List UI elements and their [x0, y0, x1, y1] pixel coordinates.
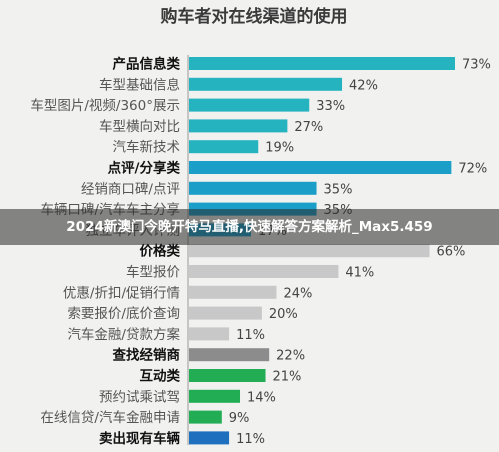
value-label: 41% [345, 266, 374, 281]
value-label: 9% [229, 411, 250, 426]
value-label: 27% [294, 120, 323, 135]
category-label: 索要报价/底价查询 [67, 306, 180, 322]
bar-row-0 [189, 57, 455, 70]
value-label: 24% [283, 286, 312, 301]
category-label: 经销商口碑/点评 [81, 181, 180, 197]
value-label: 73% [462, 58, 491, 73]
value-label: 21% [273, 370, 302, 385]
bars-layer: 产品信息类 73% 车型基础信息 42% 车型图片/视频/360°展示 33% 车型横向对比… [30, 56, 491, 447]
bar-row-12 [189, 306, 262, 320]
category-label: 价格类 [140, 243, 181, 260]
bar-row-4 [189, 140, 259, 154]
bar-row-17 [189, 410, 222, 424]
bar-row-14 [189, 348, 270, 362]
value-label: 33% [316, 99, 345, 114]
category-label: 车型图片/视频/360°展示 [30, 97, 180, 114]
category-label: 在线信贷/汽车金融申请 [40, 409, 180, 426]
value-label: 66% [436, 245, 465, 260]
category-label: 车型报价 [126, 264, 180, 281]
category-label: 车型横向对比 [99, 118, 180, 135]
value-label: 22% [276, 349, 305, 364]
category-label: 卖出现有车辆 [99, 430, 180, 447]
bar-row-1 [189, 77, 343, 91]
value-label: 42% [349, 78, 378, 93]
bar-row-6 [189, 181, 317, 195]
category-label: 互动类 [140, 368, 181, 385]
value-label: 11% [236, 328, 265, 343]
category-label: 产品信息类 [113, 56, 181, 73]
category-label: 预约试乘试驾 [99, 389, 180, 405]
watermark-caption: 2024新澳门今晚开特马直播,快速解答方案解析_Max5.459 [66, 219, 433, 235]
bar-row-13 [189, 327, 230, 341]
category-label: 汽车金融/贷款方案 [67, 326, 180, 343]
category-label: 优惠/折扣/促销行情 [63, 285, 180, 301]
category-label: 点评/分享类 [108, 160, 181, 177]
bar-row-10 [189, 265, 339, 278]
category-label: 汽车新技术 [113, 139, 181, 156]
category-label: 查找经销商 [113, 347, 181, 364]
value-label: 35% [324, 182, 353, 197]
bar-row-15 [189, 369, 266, 382]
bar-row-16 [189, 389, 241, 403]
value-label: 19% [265, 141, 294, 156]
bar-row-18 [189, 431, 230, 445]
chart-title: 购车者对在线渠道的使用 [161, 6, 348, 27]
value-label: 20% [269, 307, 298, 322]
bar-row-3 [189, 119, 288, 133]
value-label: 72% [458, 162, 487, 177]
category-label: 车型基础信息 [99, 76, 180, 93]
watermark-band [0, 209, 499, 245]
bar-row-2 [189, 98, 310, 112]
bar-row-9 [189, 244, 430, 258]
bar-row-11 [189, 285, 277, 299]
bar-row-5 [189, 161, 452, 174]
value-label: 11% [236, 432, 265, 447]
value-label: 14% [247, 390, 276, 405]
